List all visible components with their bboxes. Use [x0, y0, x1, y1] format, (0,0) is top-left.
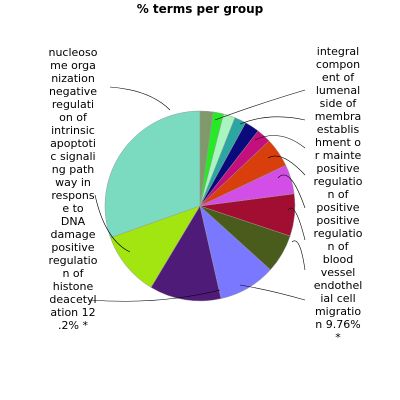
pie-slice — [104, 110, 201, 239]
leader-line — [267, 155, 306, 176]
left-labels: nucleoso me orga nization negative regul… — [48, 46, 98, 332]
leader-line — [239, 116, 306, 125]
leader-lines — [89, 86, 306, 302]
leader-line — [109, 86, 171, 111]
leader-line — [287, 207, 306, 241]
leader-line — [94, 194, 131, 253]
chart-title: % terms per group — [136, 2, 264, 16]
pie-slice — [199, 110, 214, 207]
pie-slice — [150, 205, 222, 302]
leader-line — [291, 240, 306, 271]
leader-line — [214, 89, 306, 121]
leader-line — [239, 284, 306, 301]
leader-line — [89, 289, 221, 302]
pie-slices — [104, 110, 296, 302]
right-labels: integral compon ent of lumenal side of m… — [313, 45, 363, 344]
leader-line — [254, 135, 306, 149]
pie-slice — [110, 205, 201, 288]
leader-line — [277, 174, 306, 209]
